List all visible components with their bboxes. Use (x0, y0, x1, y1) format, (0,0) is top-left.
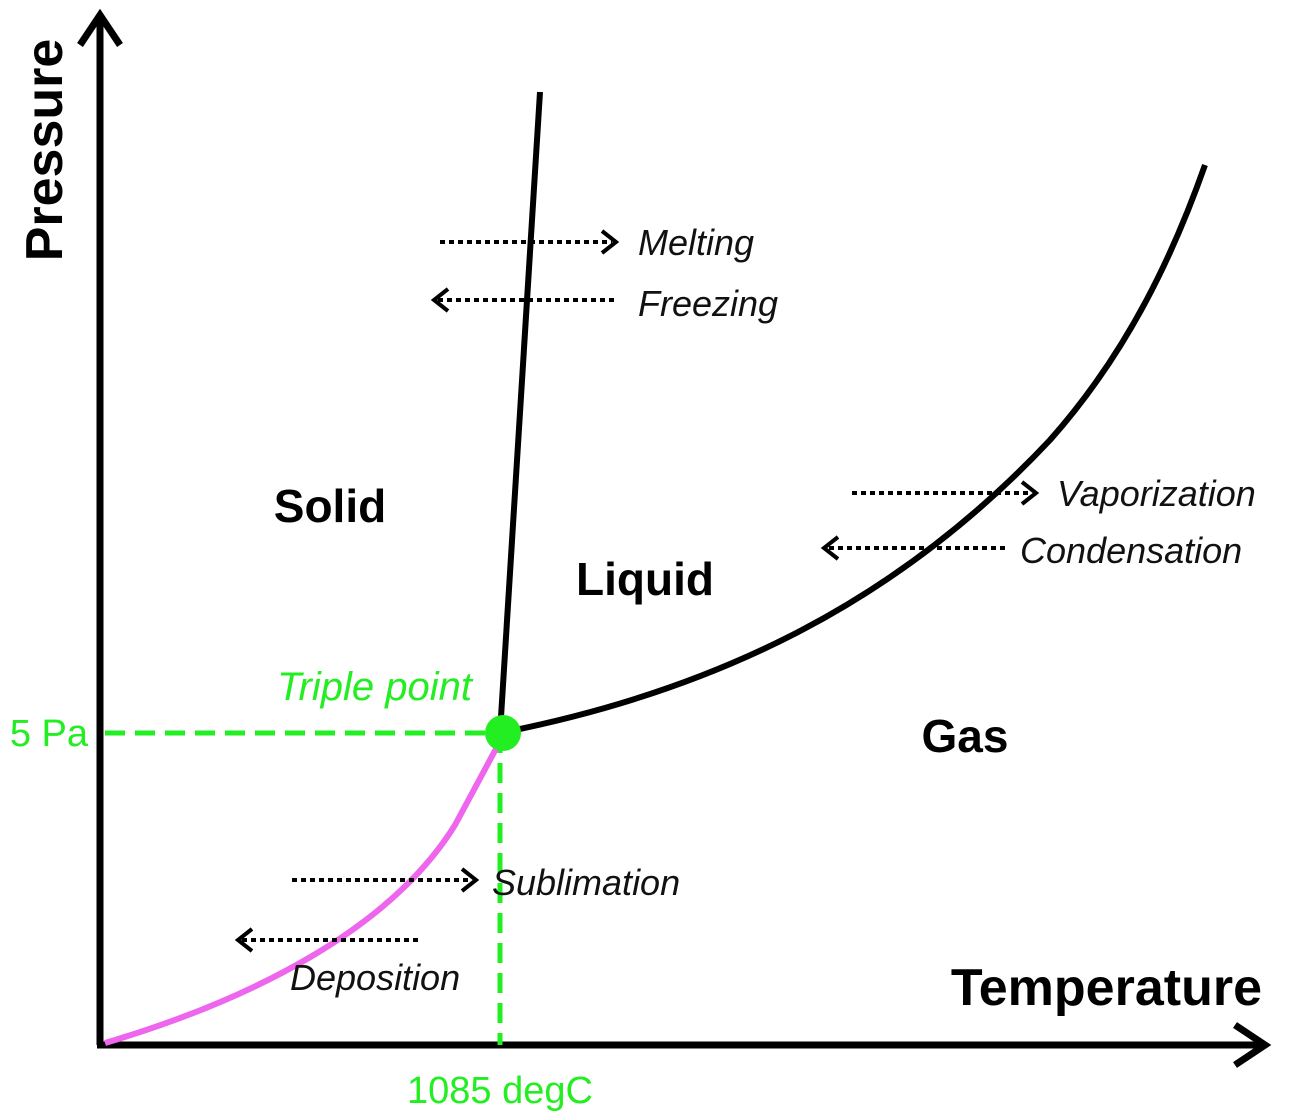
liquid-label: Liquid (576, 553, 714, 605)
y-arrow (77, 8, 123, 47)
temperature-value: 1085 degC (407, 1070, 593, 1112)
arrow-head (430, 287, 450, 313)
x-axis-label: Temperature (951, 959, 1262, 1017)
transition-arrows (234, 229, 1040, 953)
pressure-value: 5 Pa (10, 713, 89, 755)
arrow-head (1020, 480, 1040, 506)
arrow-head (600, 229, 620, 255)
sublimation-label: Sublimation (492, 862, 680, 903)
freezing-label: Freezing (638, 283, 778, 324)
x-arrow (1233, 1022, 1272, 1068)
condensation-label: Condensation (1020, 530, 1242, 571)
solid-label: Solid (274, 480, 386, 532)
melting-curve (497, 91, 543, 734)
melting-label: Melting (638, 222, 754, 263)
gas-label: Gas (922, 710, 1009, 762)
sublimation-curve (104, 743, 501, 1046)
arrow-head (234, 927, 254, 953)
arrow-head (460, 867, 480, 893)
y-axis-label: Pressure (16, 39, 74, 262)
deposition-label: Deposition (290, 957, 460, 998)
axes (77, 8, 1272, 1068)
triple-point-label: Triple point (277, 665, 474, 709)
triple-point (485, 715, 521, 751)
arrow-head (820, 535, 840, 561)
vaporization-label: Vaporization (1057, 473, 1256, 514)
